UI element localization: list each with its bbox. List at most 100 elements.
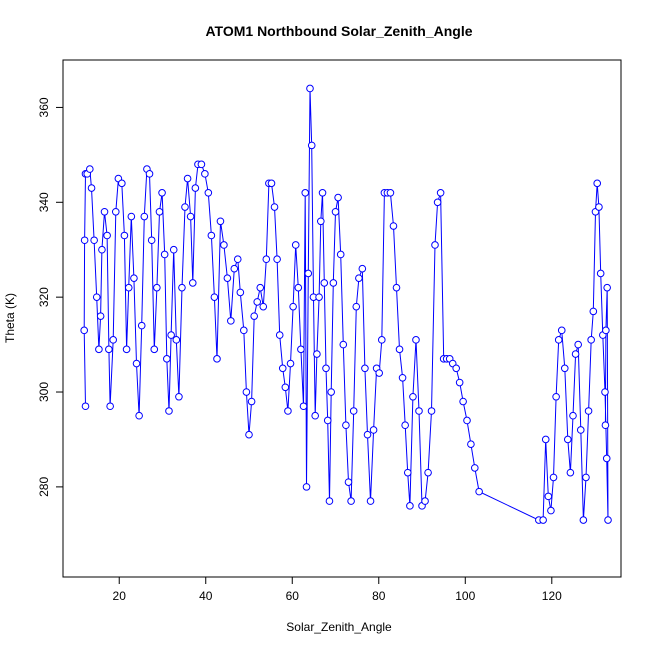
data-point [552,392,560,401]
data-point [398,373,407,382]
data-point [377,336,386,344]
data-point [475,487,483,496]
data-point [311,411,319,420]
data-point [172,336,181,344]
data-point [409,392,417,401]
data-point [459,397,467,406]
data-point [130,274,138,282]
data-point [339,340,348,349]
y-tick-label: 280 [37,477,51,497]
data-point [554,336,563,344]
data-point [344,478,353,486]
data-point [289,302,297,311]
data-point [427,407,436,415]
data-point [323,416,332,425]
data-point [549,473,558,482]
data-point [587,336,595,344]
data-point [579,516,588,524]
data-point [92,293,101,301]
data-point [603,283,611,292]
data-point [313,350,321,358]
data-point [582,473,590,482]
x-axis-label: Solar_Zenith_Angle [286,620,392,634]
data-point [299,402,308,411]
data-point [178,283,186,292]
data-point [103,231,111,240]
data-point [320,279,329,287]
data-point [352,302,361,311]
data-point [576,426,585,434]
data-point [322,364,330,373]
data-point [183,174,192,183]
data-point [259,302,268,311]
data-point [297,345,305,354]
data-point [302,483,311,491]
data-point [560,364,569,373]
data-point [105,345,113,354]
data-point [589,307,598,316]
data-point [262,255,271,264]
data-point [467,440,475,448]
data-point [145,170,154,178]
data-point [267,179,276,188]
data-point [301,189,310,197]
data-point [230,264,239,273]
data-point [424,468,432,477]
chart-title: ATOM1 Northbound Solar_Zenith_Angle [205,23,472,39]
data-point [363,430,372,439]
data-point [336,250,345,259]
data-point [415,407,423,415]
data-point [595,203,603,211]
data-point [204,189,213,197]
x-tick-label: 120 [542,589,562,603]
data-point [175,392,183,401]
data-point [539,516,547,524]
data-point [163,355,171,363]
data-point [315,293,323,301]
data-point [369,426,378,434]
data-point [329,279,338,287]
data-point [412,336,420,344]
data-point [541,435,550,444]
x-tick-label: 60 [286,589,300,603]
data-point [191,184,200,192]
data-point [122,345,131,354]
data-point [544,492,553,501]
data-point [160,250,169,259]
data-point [403,468,412,477]
data-point [150,345,159,354]
data-point [167,331,175,339]
data-point [124,283,133,292]
data-point [106,402,114,411]
data-point [213,355,221,363]
y-axis-label: Theta (K) [3,293,17,343]
plot-frame [62,59,622,578]
data-point [90,236,98,245]
data-point [197,160,206,169]
data-point [181,203,189,211]
data-point [325,497,334,505]
series-line [83,88,609,521]
data-point [250,312,258,320]
data-point [227,317,235,325]
data-point [361,364,369,373]
data-point [275,331,284,339]
data-point [571,350,580,358]
data-point [304,269,313,278]
data-point [291,241,300,249]
data-point [557,326,566,335]
y-tick-label: 300 [37,382,51,402]
data-point [165,407,173,415]
data-point [347,497,355,505]
data-point [247,397,256,406]
data-point [401,421,409,430]
data-point [158,189,166,197]
data-point [242,388,251,396]
data-point [270,203,279,211]
y-axis: 280 300 320 340 360 [37,97,64,497]
data-point [256,283,265,292]
data-point [188,279,197,287]
data-point [355,274,363,282]
data-point [186,212,195,221]
